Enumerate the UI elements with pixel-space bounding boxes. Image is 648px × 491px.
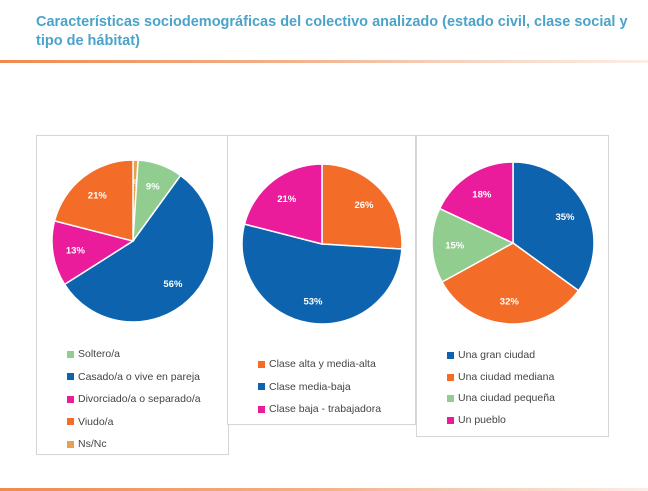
social-class-chart-panel: 26% 53% 21% Clase alta y media-alta Clase m… — [227, 135, 416, 425]
legend-swatch — [447, 352, 454, 360]
legend-item: Un pueblo — [447, 410, 555, 432]
pie-slice — [53, 159, 134, 242]
pie-slice — [241, 223, 403, 325]
marital-status-legend: Soltero/a Casado/a o vive en pareja Divorc… — [67, 343, 201, 456]
legend-label: Ns/Nc — [78, 438, 107, 450]
slice-data-label: 15% — [445, 240, 465, 251]
legend-item: Casado/a o vive en pareja — [67, 366, 201, 389]
legend-swatch — [67, 418, 74, 426]
habitat-chart-panel: 35% 32% 15% 18% Una gran ciudad Una ciudad m… — [416, 135, 609, 437]
legend-swatch — [67, 373, 74, 381]
slice-data-label: 21% — [277, 194, 297, 205]
pie-slice — [63, 174, 215, 323]
legend-swatch — [258, 405, 265, 413]
habitat-pie: 35% 32% 15% 18% — [431, 161, 595, 325]
legend-label: Soltero/a — [78, 348, 121, 360]
legend-item: Clase baja - trabajadora — [258, 398, 381, 421]
slice-data-label: 56% — [163, 279, 183, 290]
slice-data-label: 21% — [88, 190, 108, 201]
page-title: Características sociodemográficas del co… — [36, 14, 628, 49]
pie-slice — [512, 161, 595, 292]
legend-item: Una gran ciudad — [447, 345, 555, 367]
legend-swatch — [258, 383, 265, 391]
pie-slice — [243, 163, 323, 245]
marital-status-pie: 1% 9% 56% 13% 21% — [51, 159, 215, 323]
legend-label: Un pueblo — [458, 413, 506, 426]
slice-data-label: 53% — [303, 296, 323, 307]
habitat-legend: Una gran ciudad Una ciudad mediana Una ciu… — [447, 345, 555, 431]
pie-slice — [441, 242, 580, 325]
slice-data-label: 13% — [66, 246, 86, 257]
social-class-pie: 26% 53% 21% — [241, 163, 403, 325]
legend-item: Divorciado/a o separado/a — [67, 388, 201, 411]
slice-data-label: 26% — [354, 200, 374, 211]
legend-item: Clase media-baja — [258, 376, 381, 399]
title-divider — [0, 60, 648, 63]
legend-label: Una gran ciudad — [458, 349, 536, 361]
legend-item: Soltero/a — [67, 343, 201, 366]
slice-data-label: 1% — [128, 178, 142, 189]
legend-label: Clase alta y media-alta — [269, 358, 376, 370]
legend-item: Una ciudad pequeña — [447, 388, 555, 410]
legend-swatch — [67, 350, 74, 358]
legend-label: Una ciudad mediana — [458, 370, 555, 383]
slice-data-label: 18% — [472, 189, 492, 200]
legend-swatch — [258, 360, 265, 368]
legend-item: Una ciudad mediana — [447, 367, 555, 389]
legend-label: Divorciado/a o separado/a — [78, 393, 201, 405]
legend-swatch — [67, 395, 74, 403]
legend-label: Clase media-baja — [269, 380, 351, 393]
slice-data-label: 32% — [500, 297, 520, 308]
legend-item: Ns/Nc — [67, 433, 201, 456]
legend-item: Viudo/a — [67, 411, 201, 434]
legend-swatch — [447, 373, 454, 381]
legend-swatch — [447, 416, 454, 424]
pie-slice — [438, 161, 514, 245]
legend-label: Clase baja - trabajadora — [269, 403, 382, 415]
slice-data-label: 35% — [555, 212, 575, 223]
marital-status-chart-panel: 1% 9% 56% 13% 21% Soltero/a Casado/a o vive e… — [36, 135, 229, 455]
slice-data-label: 9% — [146, 182, 160, 193]
legend-swatch — [447, 395, 454, 403]
social-class-legend: Clase alta y media-alta Clase media-baja C… — [258, 353, 381, 421]
legend-label: Una ciudad pequeña — [458, 392, 555, 404]
legend-item: Clase alta y media-alta — [258, 353, 381, 376]
pie-slice — [431, 207, 515, 284]
legend-swatch — [67, 440, 74, 448]
legend-label: Viudo/a — [78, 415, 114, 428]
pie-slice — [51, 219, 135, 286]
legend-label: Casado/a o vive en pareja — [78, 370, 200, 383]
bottom-divider — [0, 488, 648, 491]
pie-slice — [321, 163, 403, 250]
